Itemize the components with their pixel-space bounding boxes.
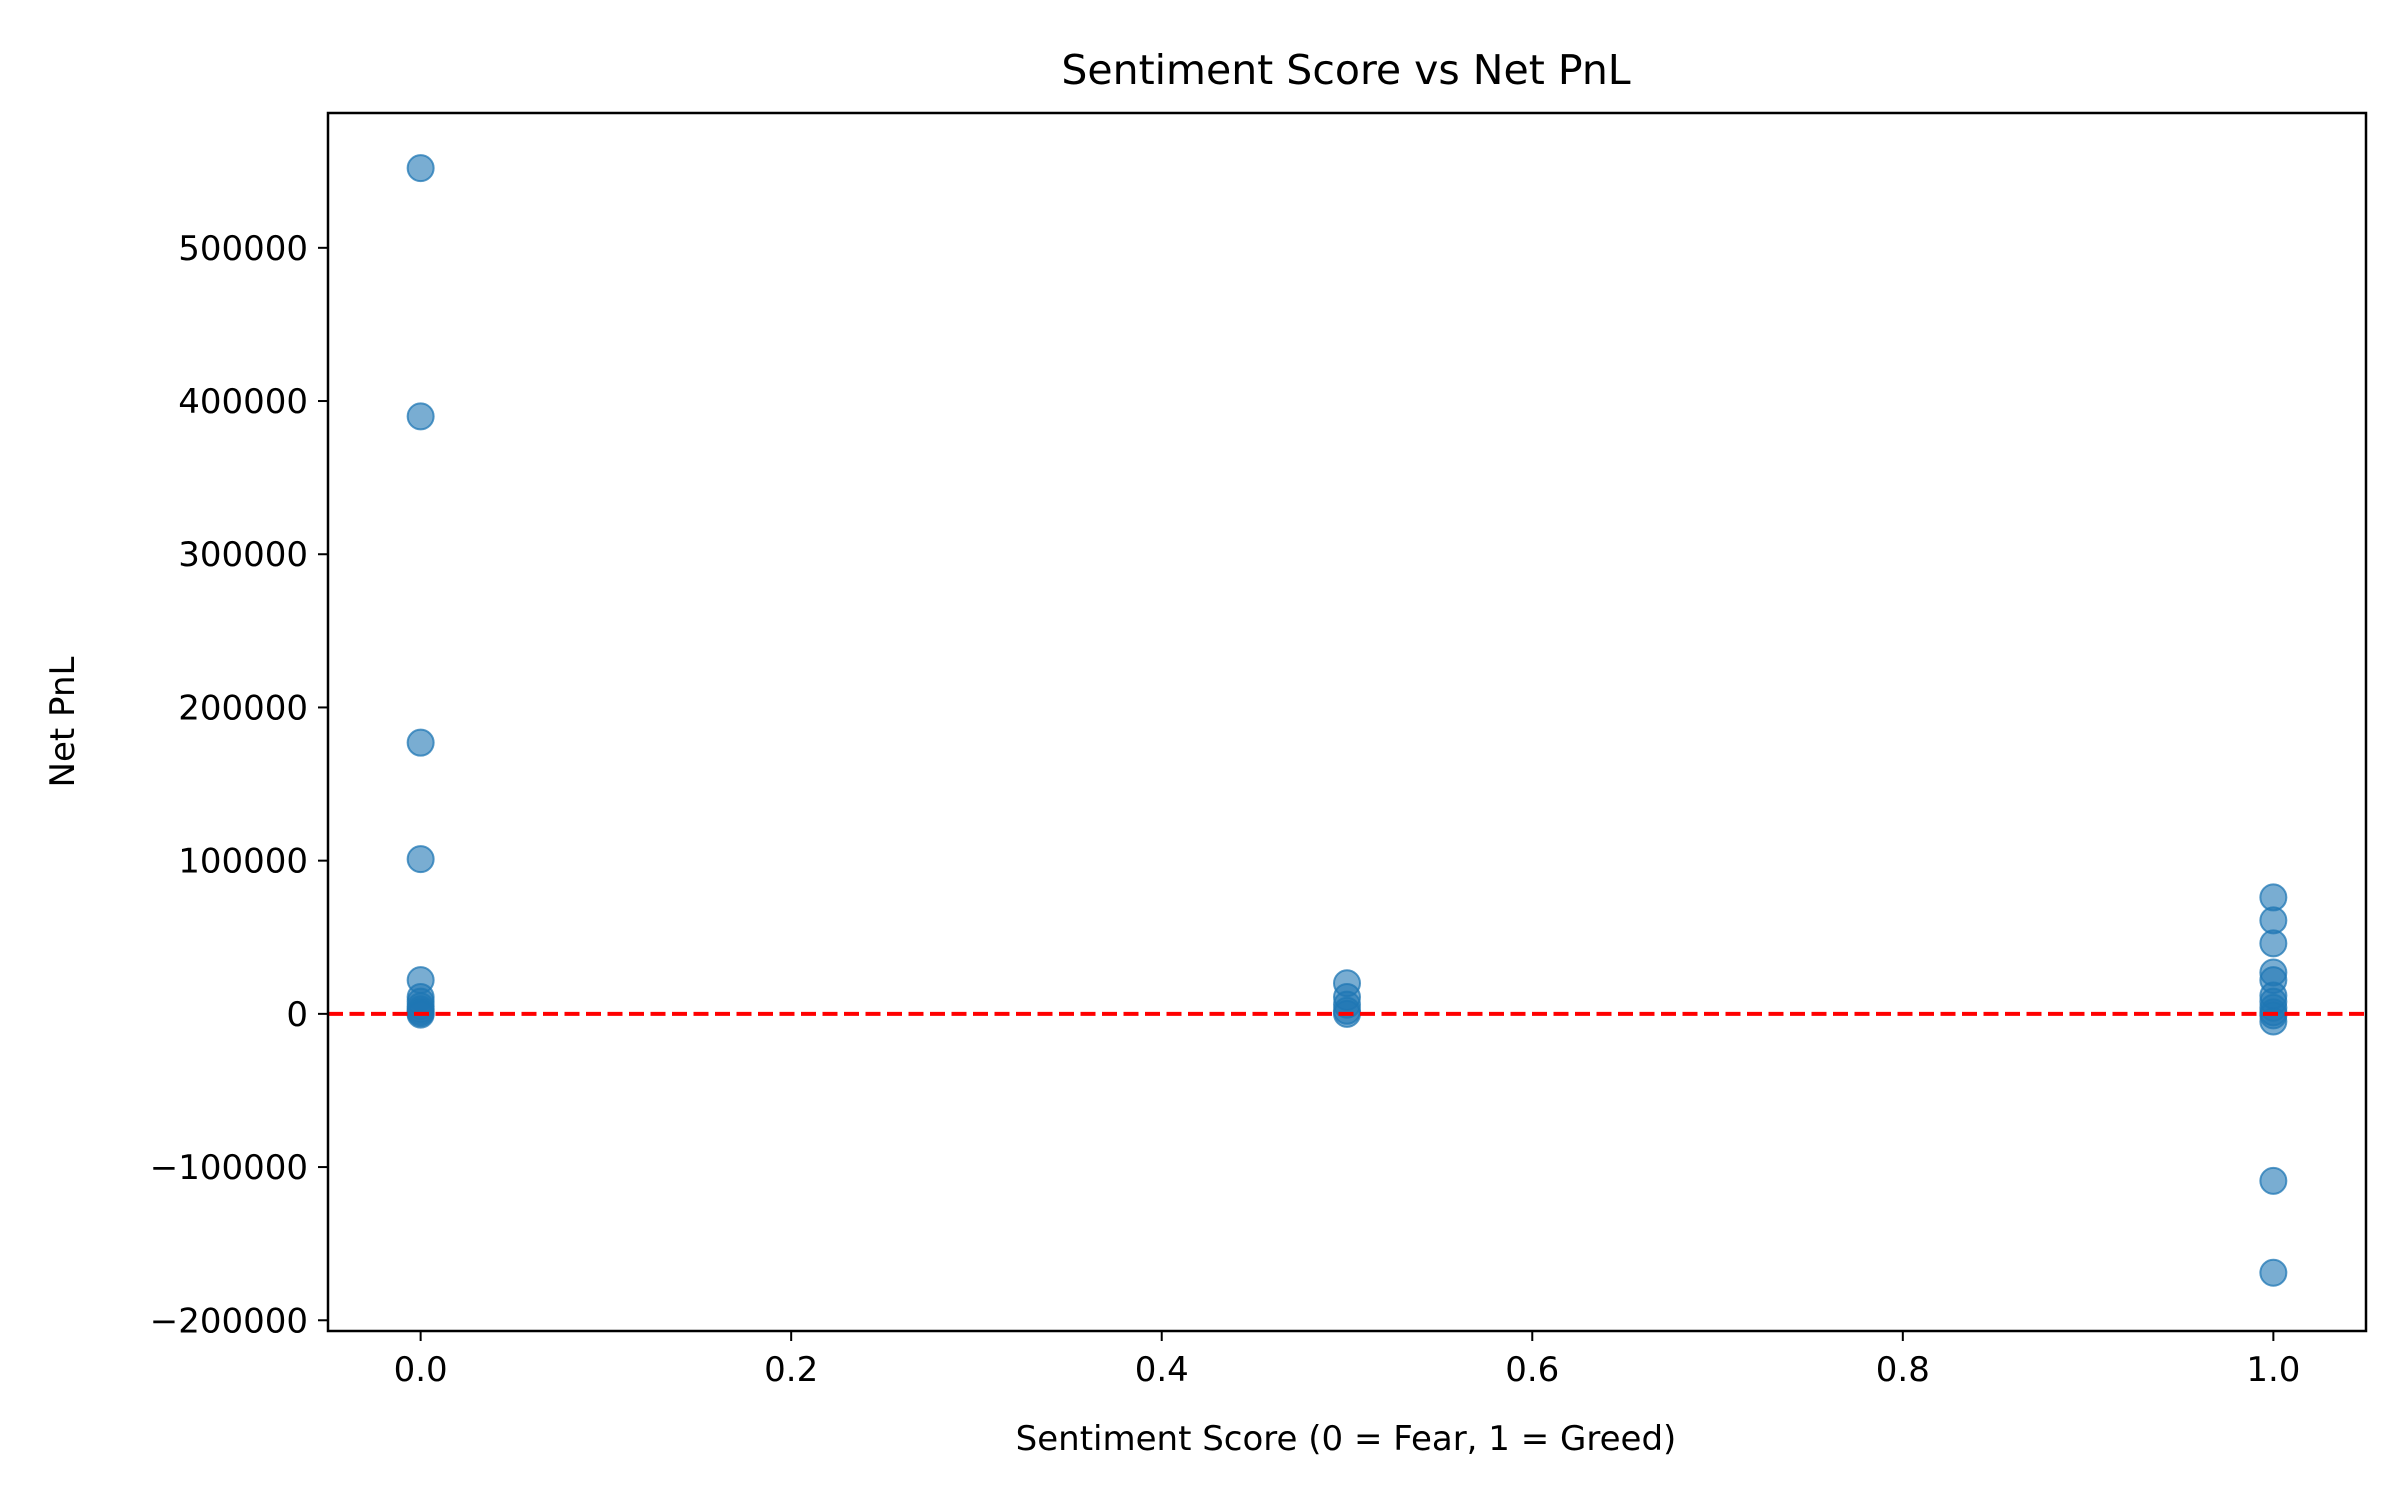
data-point <box>406 845 435 874</box>
y-tick-label: 500000 <box>178 229 308 269</box>
y-axis-title: Net PnL <box>43 657 83 788</box>
y-tick-label: 0 <box>286 995 308 1035</box>
y-tick-label: 100000 <box>178 842 308 882</box>
chart-title: Sentiment Score vs Net PnL <box>1061 46 1630 94</box>
data-point <box>406 402 435 431</box>
x-tick-label: 0.8 <box>1876 1350 1930 1390</box>
x-tick-label: 1.0 <box>2246 1350 2300 1390</box>
plot-frame <box>326 111 2368 1333</box>
data-point <box>406 728 435 757</box>
x-tick-label: 0.4 <box>1135 1350 1189 1390</box>
plot-area <box>328 154 2366 1287</box>
x-tick-label: 0.6 <box>1505 1350 1559 1390</box>
y-tick-label: −100000 <box>150 1148 308 1188</box>
y-tick-label: 200000 <box>178 688 308 728</box>
y-tick-label: −200000 <box>150 1301 308 1341</box>
y-tick-label: 400000 <box>178 382 308 422</box>
x-tick-label: 0.2 <box>764 1350 818 1390</box>
data-point <box>2259 1258 2288 1287</box>
x-axis: 0.0 0.2 0.4 0.6 0.8 1.0 <box>394 1331 2300 1390</box>
data-point <box>2259 929 2288 958</box>
data-point <box>2259 1166 2288 1195</box>
data-point <box>406 154 435 183</box>
x-tick-label: 0.0 <box>394 1350 448 1390</box>
y-axis: −200000 −100000 0 100000 200000 300000 400000 5… <box>150 229 328 1341</box>
x-axis-title: Sentiment Score (0 = Fear, 1 = Greed) <box>1016 1419 1677 1459</box>
y-tick-label: 300000 <box>178 535 308 575</box>
